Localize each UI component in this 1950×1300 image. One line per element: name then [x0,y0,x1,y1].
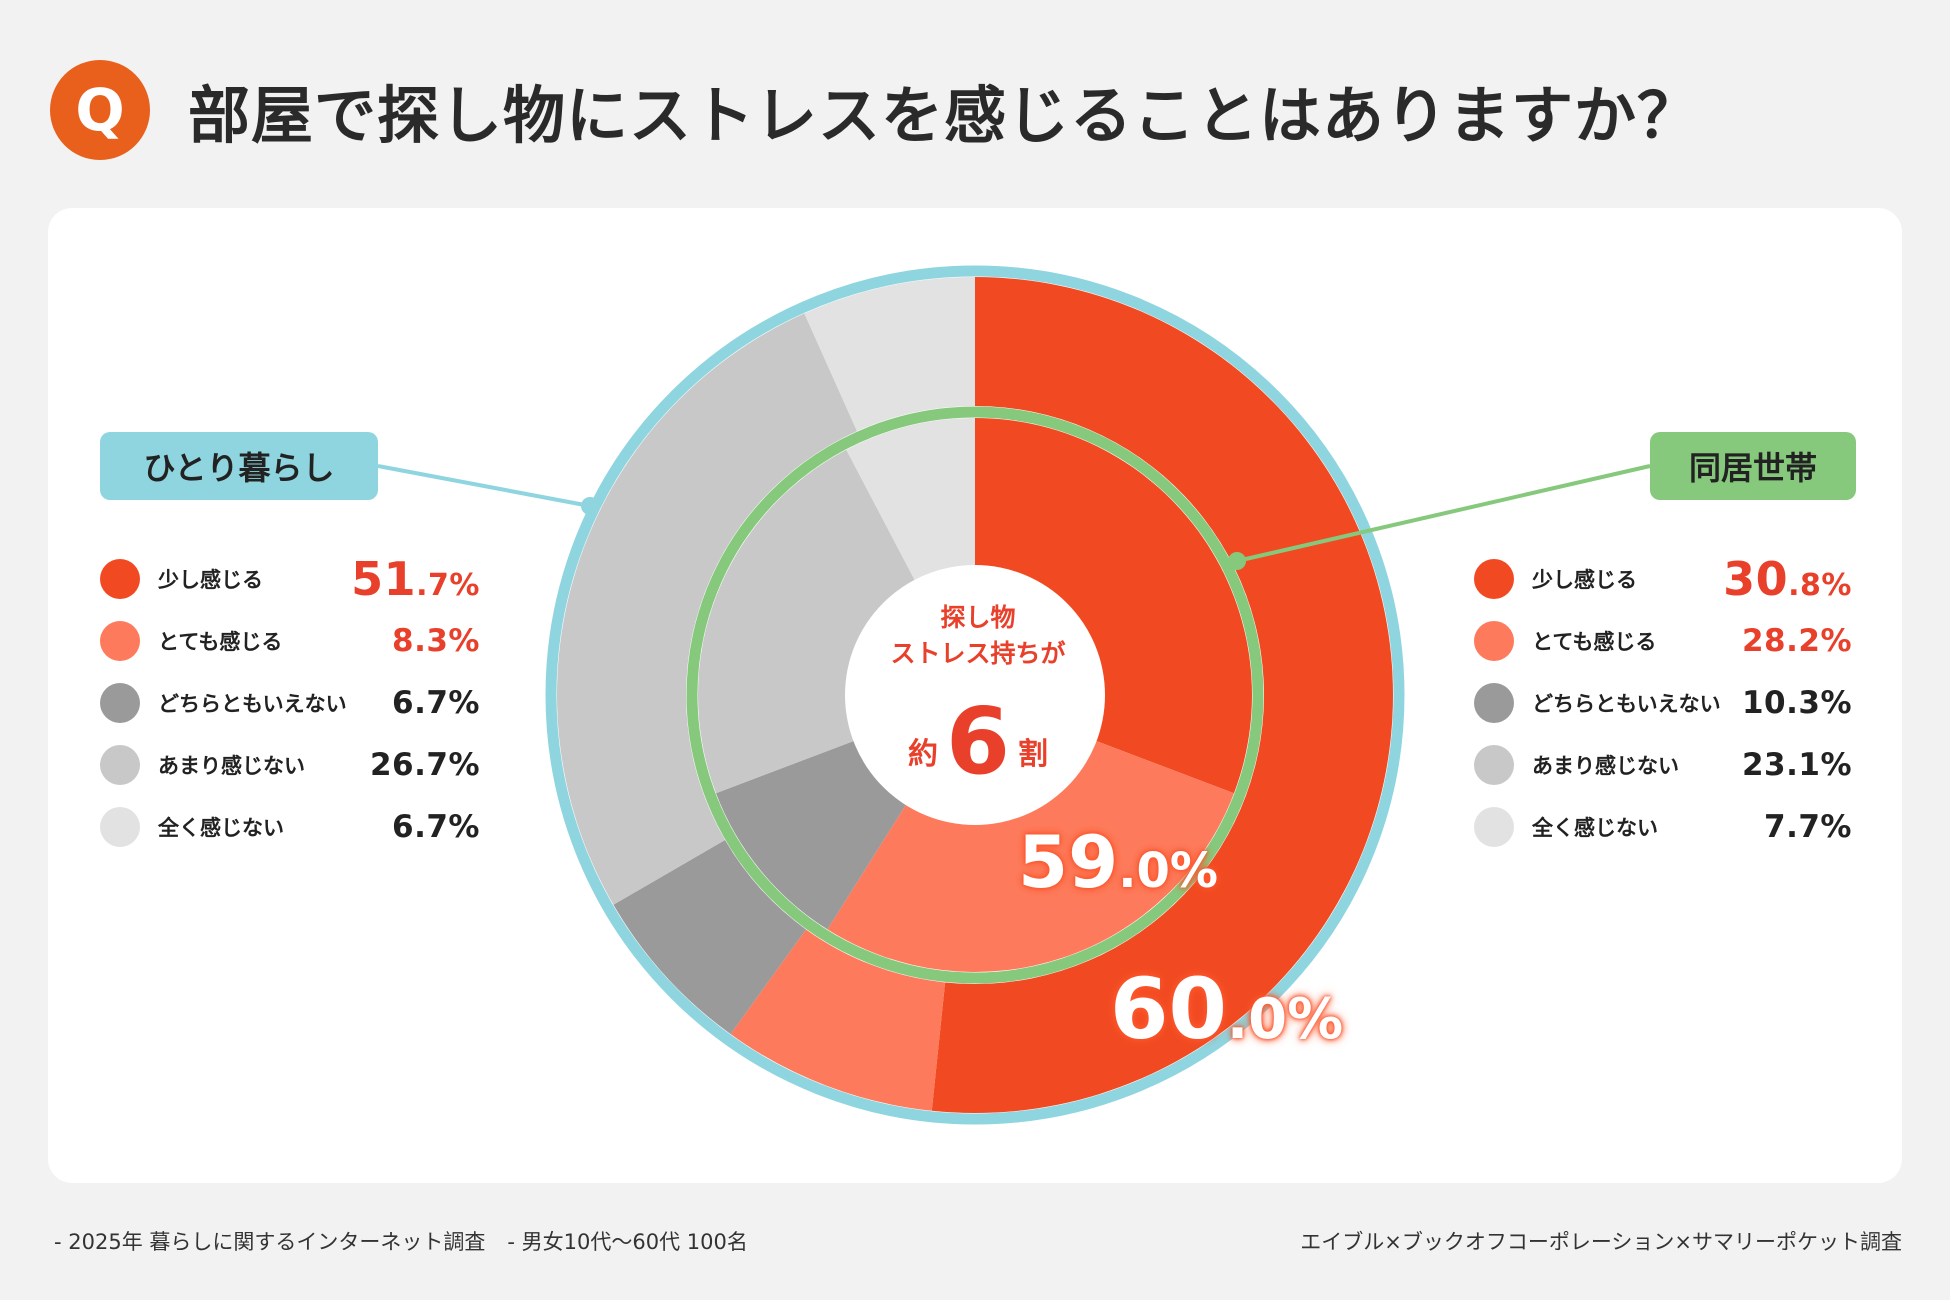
outer-slice-4 [804,277,975,432]
right-connector-line [1236,464,1651,563]
outer-slice-0 [931,277,1394,1113]
legend-value: 30.8% [1723,552,1852,606]
legend-label: 少し感じる [158,568,263,592]
legend-swatch [100,683,140,723]
legend-item: どちらともいえない 10.3% [1474,672,1852,734]
center-suffix: 割 [1018,737,1048,772]
footer-credit: エイブル×ブックオフコーポレーション×サマリーポケット調査 [1300,1230,1902,1254]
tag-single-living: ひとり暮らし [100,432,378,500]
legend-item: 少し感じる 51.7% [100,548,480,610]
inner-total-label: 59.0% [1018,820,1218,904]
legend-value: 26.7% [369,747,480,783]
legend-swatch [1474,745,1514,785]
legend-shared-household: 少し感じる 30.8% とても感じる 28.2% どちらともいえない 10.3%… [1474,548,1852,858]
legend-label: あまり感じない [158,754,305,778]
center-disc [845,565,1105,825]
legend-item: あまり感じない 26.7% [100,734,480,796]
legend-label: 全く感じない [158,816,284,840]
legend-value: 6.7% [392,809,480,845]
legend-value: 8.3% [392,623,480,659]
legend-value: 6.7% [392,685,480,721]
outer-slice-2 [613,840,807,1035]
legend-value: 28.2% [1741,623,1852,659]
center-caption: 探し物 ストレス持ちが [848,600,1108,672]
footer-sample: - 男女10代〜60代 100名 [507,1230,748,1254]
legend-label: 全く感じない [1532,816,1658,840]
center-prefix: 約 [907,737,938,772]
legend-item: とても感じる 28.2% [1474,610,1852,672]
legend-swatch [1474,807,1514,847]
legend-swatch [100,745,140,785]
legend-value: 10.3% [1741,685,1852,721]
legend-swatch [1474,559,1514,599]
center-highlight: 約 6 割 [848,692,1108,792]
outer-slice-1 [730,929,946,1111]
outer-slice-3 [557,313,858,905]
outer-ring-border [545,265,1405,1125]
legend-label: どちらともいえない [1532,692,1721,716]
legend-label: とても感じる [158,630,283,654]
tag-shared-household: 同居世帯 [1650,432,1856,500]
question-badge: Q [50,60,150,160]
center-line-2: ストレス持ちが [890,639,1066,668]
legend-swatch [100,559,140,599]
legend-value: 23.1% [1741,747,1852,783]
inner-slice-1 [827,695,1234,972]
legend-item: とても感じる 8.3% [100,610,480,672]
left-connector-dot [581,497,599,515]
outer-donut-slices [557,277,1394,1113]
left-connector-line [377,464,591,508]
legend-item: 全く感じない 6.7% [100,796,480,858]
page-title: 部屋で探し物にストレスを感じることはありますか？ [188,79,1701,152]
legend-single-living: 少し感じる 51.7% とても感じる 8.3% どちらともいえない 6.7% あ… [100,548,480,858]
legend-label: あまり感じない [1532,754,1679,778]
legend-swatch [100,621,140,661]
legend-item: 少し感じる 30.8% [1474,548,1852,610]
footer-survey: - 2025年 暮らしに関するインターネット調査 [54,1230,486,1254]
legend-value: 7.7% [1764,809,1852,845]
legend-swatch [1474,683,1514,723]
legend-item: あまり感じない 23.1% [1474,734,1852,796]
legend-swatch [100,807,140,847]
outer-total-label: 60.0% [1110,960,1344,1058]
legend-swatch [1474,621,1514,661]
right-connector-dot [1228,552,1246,570]
center-number: 6 [945,688,1010,795]
legend-value: 51.7% [351,552,480,606]
legend-label: どちらともいえない [158,692,347,716]
legend-label: 少し感じる [1532,568,1637,592]
center-line-1: 探し物 [940,603,1016,632]
footer-survey-info: - 2025年 暮らしに関するインターネット調査 - 男女10代〜60代 100名 [54,1226,748,1256]
inner-ring-border [686,406,1264,984]
legend-item: 全く感じない 7.7% [1474,796,1852,858]
legend-item: どちらともいえない 6.7% [100,672,480,734]
legend-label: とても感じる [1532,630,1657,654]
